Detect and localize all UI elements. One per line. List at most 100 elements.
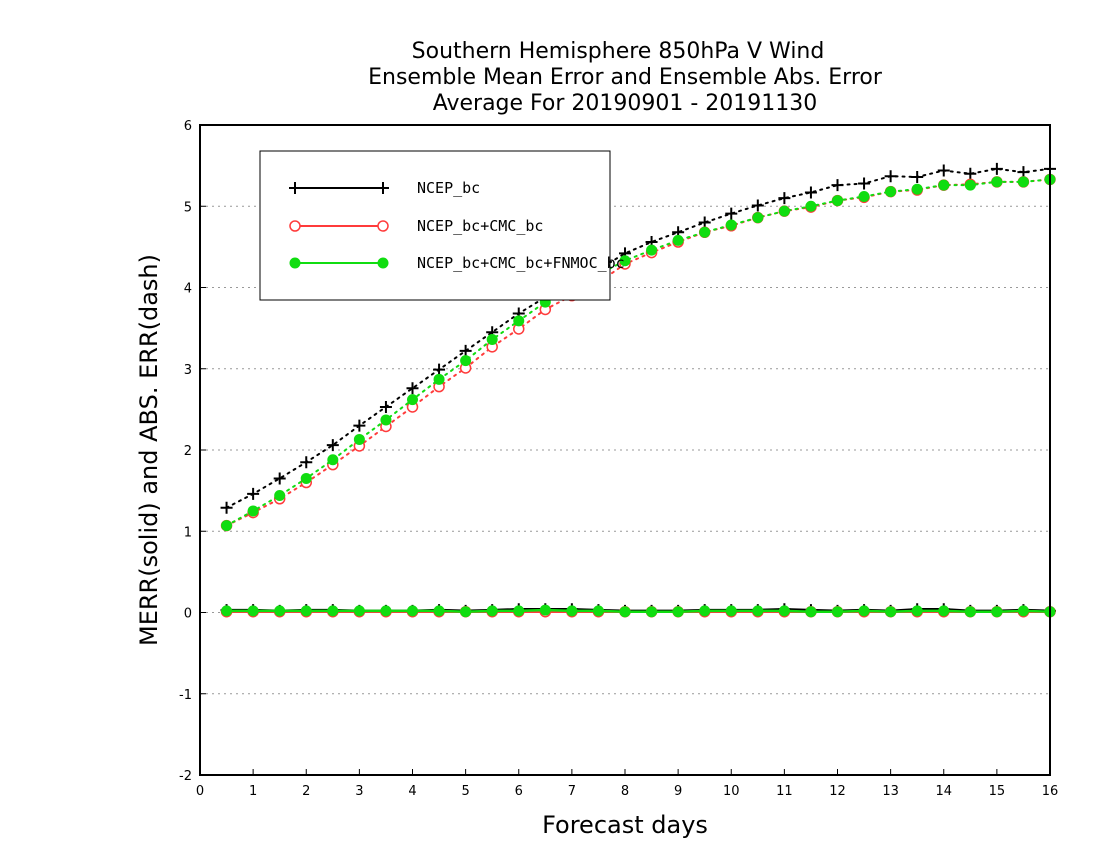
abs-error-point (486, 334, 498, 345)
abs-error-point (1017, 166, 1030, 179)
abs-error-point (379, 400, 392, 413)
abs-error-point (406, 382, 419, 395)
abs-error-point (273, 472, 286, 485)
abs-error-point (300, 456, 313, 469)
mean-error-point (407, 605, 418, 617)
x-tick-label: 4 (408, 784, 416, 799)
mean-error-point (300, 605, 312, 617)
legend-label: NCEP_bc+CMC_bc (417, 217, 543, 235)
mean-error-point (566, 605, 578, 617)
abs-error-line (225, 167, 1051, 509)
abs-error-point (964, 179, 976, 191)
x-tick-label: 5 (461, 784, 469, 799)
abs-error-point (990, 162, 1003, 175)
abs-error-point (646, 244, 658, 256)
abs-error-point (220, 501, 233, 514)
abs-error-point (672, 234, 684, 246)
x-tick-label: 9 (674, 784, 682, 799)
legend-marker-end (377, 257, 389, 269)
abs-error-point (327, 454, 339, 466)
abs-error-point (460, 355, 472, 367)
x-tick-label: 12 (829, 784, 846, 799)
abs-error-point (1017, 176, 1029, 188)
x-tick-label: 3 (355, 784, 363, 799)
y-axis-label: MERR(solid) and ABS. ERR(dash) (135, 254, 163, 646)
mean-error-point (619, 606, 631, 618)
abs-error-point (831, 179, 844, 192)
y-tick-label: -1 (179, 688, 192, 703)
mean-error-point (805, 606, 817, 618)
x-axis-ticks: 0 1 2 3 4 5 6 7 8 9 10 11 12 13 14 15 16 (196, 769, 1058, 799)
abs-error-point (884, 170, 897, 183)
mean-error-point (539, 604, 551, 616)
abs-error-point (300, 472, 312, 484)
mean-error-point (353, 605, 365, 617)
abs-error-point (805, 200, 817, 212)
mean-error-point (938, 605, 950, 617)
abs-error-point (778, 205, 790, 217)
mean-error-point (832, 606, 843, 618)
chart-title-line-1: Southern Hemisphere 850hPa V Wind (412, 39, 825, 64)
mean-error-point (991, 606, 1003, 618)
legend-label: NCEP_bc+CMC_bc+FNMOC_bc (417, 254, 625, 272)
legend-marker-start (289, 182, 301, 194)
mean-error-point (964, 606, 976, 618)
mean-error-point (327, 605, 339, 617)
mean-error-point (592, 605, 604, 617)
abs-error-point (778, 192, 791, 205)
abs-error-point (698, 216, 711, 229)
x-tick-label: 0 (196, 784, 204, 799)
x-tick-label: 14 (935, 784, 952, 799)
abs-error-point (725, 207, 738, 220)
abs-error-point (513, 315, 525, 327)
abs-error-point (858, 191, 870, 202)
abs-error-point (247, 487, 260, 500)
legend-marker-end (377, 220, 389, 232)
abs-error-point (725, 219, 737, 231)
abs-error-point (911, 171, 924, 183)
x-tick-label: 16 (1042, 784, 1059, 799)
y-tick-label: -2 (179, 769, 192, 784)
x-tick-label: 2 (302, 784, 310, 799)
legend-marker-end (377, 182, 389, 194)
mean-error-point (911, 605, 923, 617)
abs-error-point (433, 363, 446, 376)
y-tick-label: 3 (184, 363, 192, 378)
mean-error-point (274, 605, 286, 617)
legend-label: NCEP_bc (417, 179, 480, 197)
abs-error-point (964, 167, 977, 180)
legend-marker-start (289, 257, 301, 269)
x-tick-label: 13 (882, 784, 899, 799)
abs-error-point (221, 520, 233, 532)
legend-item-1: NCEP_bc+CMC_bc (289, 217, 543, 235)
x-tick-label: 1 (249, 784, 257, 799)
chart-title-line-3: Average For 20190901 - 20191130 (433, 91, 818, 116)
mean-error-point (672, 606, 684, 618)
abs-error-point (832, 195, 843, 207)
y-tick-label: 5 (184, 200, 192, 215)
abs-error-point (433, 373, 445, 385)
abs-error-point (326, 439, 339, 452)
y-tick-label: 2 (184, 444, 192, 459)
abs-error-point (459, 344, 472, 357)
mean-error-point (433, 605, 445, 617)
legend-item-2: NCEP_bc+CMC_bc+FNMOC_bc (289, 254, 625, 272)
mean-error-point (460, 606, 472, 618)
mean-error-point (778, 605, 790, 617)
abs-error-point (380, 414, 392, 426)
mean-error-point (380, 605, 392, 617)
y-tick-label: 1 (184, 525, 192, 540)
chart-title: Southern Hemisphere 850hPa V Wind Ensemb… (368, 39, 883, 116)
abs-error-point (752, 212, 764, 224)
mean-error-point (858, 605, 870, 617)
abs-error-point (274, 490, 286, 501)
x-tick-label: 11 (776, 784, 793, 799)
x-tick-label: 10 (723, 784, 740, 799)
mean-error-point (885, 606, 897, 618)
abs-error-point (885, 186, 897, 198)
abs-error-point (858, 177, 871, 190)
x-tick-label: 15 (989, 784, 1006, 799)
mean-error-point (221, 605, 233, 617)
abs-error-point (353, 419, 366, 432)
